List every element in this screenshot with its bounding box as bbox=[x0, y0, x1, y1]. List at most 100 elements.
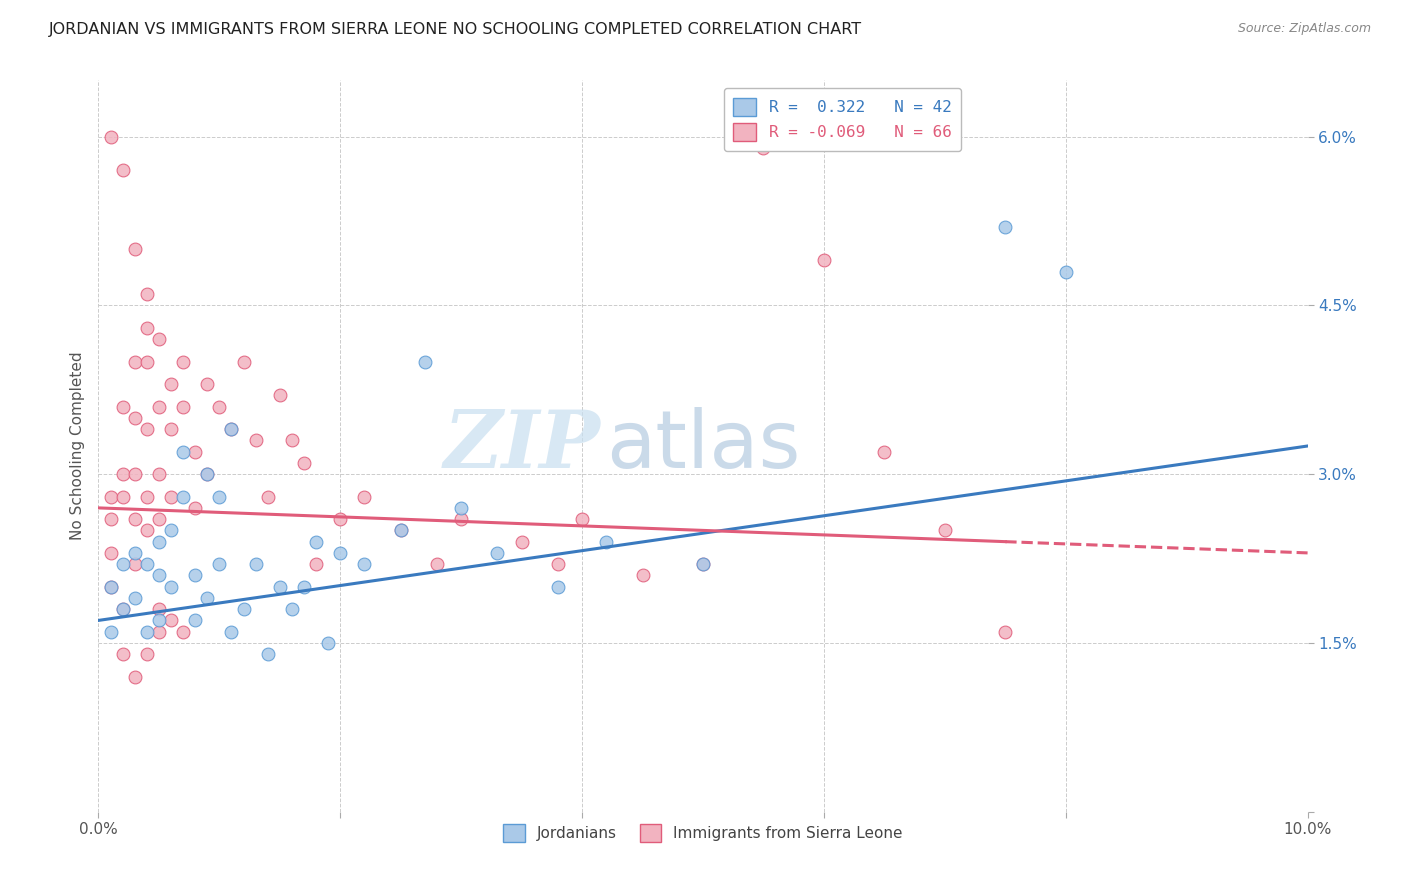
Point bbox=[547, 580, 569, 594]
Point bbox=[208, 400, 231, 414]
Point bbox=[111, 490, 134, 504]
Point bbox=[994, 219, 1017, 234]
Point bbox=[873, 444, 896, 458]
Point bbox=[111, 163, 134, 178]
Point bbox=[934, 524, 956, 538]
Point bbox=[232, 602, 254, 616]
Point bbox=[148, 467, 170, 482]
Point bbox=[160, 490, 183, 504]
Point bbox=[124, 557, 146, 571]
Point bbox=[184, 444, 207, 458]
Text: ZIP: ZIP bbox=[443, 408, 600, 484]
Point bbox=[135, 524, 157, 538]
Point bbox=[184, 568, 207, 582]
Point bbox=[111, 602, 134, 616]
Point bbox=[135, 354, 157, 368]
Point bbox=[100, 624, 122, 639]
Point bbox=[195, 591, 218, 605]
Point bbox=[135, 321, 157, 335]
Point bbox=[124, 242, 146, 256]
Point bbox=[389, 524, 412, 538]
Point bbox=[353, 557, 375, 571]
Point bbox=[148, 332, 170, 346]
Point bbox=[124, 591, 146, 605]
Point bbox=[160, 524, 183, 538]
Point bbox=[124, 410, 146, 425]
Point bbox=[160, 580, 183, 594]
Point bbox=[160, 377, 183, 392]
Point bbox=[221, 624, 243, 639]
Point bbox=[100, 580, 122, 594]
Point bbox=[100, 129, 122, 144]
Point bbox=[111, 400, 134, 414]
Point bbox=[256, 490, 278, 504]
Point bbox=[245, 434, 267, 448]
Point bbox=[195, 377, 218, 392]
Point bbox=[692, 557, 714, 571]
Point bbox=[305, 534, 328, 549]
Point bbox=[100, 580, 122, 594]
Point bbox=[292, 580, 315, 594]
Point bbox=[631, 568, 654, 582]
Point bbox=[172, 624, 194, 639]
Point bbox=[111, 467, 134, 482]
Point bbox=[172, 354, 194, 368]
Point bbox=[100, 490, 122, 504]
Point bbox=[124, 467, 146, 482]
Y-axis label: No Schooling Completed: No Schooling Completed bbox=[69, 351, 84, 541]
Point bbox=[281, 434, 304, 448]
Point bbox=[547, 557, 569, 571]
Point bbox=[994, 624, 1017, 639]
Point bbox=[353, 490, 375, 504]
Point bbox=[172, 444, 194, 458]
Point bbox=[256, 647, 278, 661]
Point bbox=[692, 557, 714, 571]
Point bbox=[329, 512, 352, 526]
Point bbox=[135, 647, 157, 661]
Point bbox=[148, 624, 170, 639]
Point bbox=[124, 354, 146, 368]
Point bbox=[208, 490, 231, 504]
Point bbox=[148, 568, 170, 582]
Point bbox=[135, 557, 157, 571]
Point bbox=[148, 400, 170, 414]
Point bbox=[292, 456, 315, 470]
Point bbox=[172, 400, 194, 414]
Legend: Jordanians, Immigrants from Sierra Leone: Jordanians, Immigrants from Sierra Leone bbox=[498, 818, 908, 848]
Text: Source: ZipAtlas.com: Source: ZipAtlas.com bbox=[1237, 22, 1371, 36]
Point bbox=[100, 512, 122, 526]
Point bbox=[413, 354, 436, 368]
Point bbox=[111, 602, 134, 616]
Point bbox=[450, 500, 472, 515]
Point bbox=[172, 490, 194, 504]
Point bbox=[813, 253, 835, 268]
Point bbox=[1054, 264, 1077, 278]
Point bbox=[184, 614, 207, 628]
Point bbox=[148, 602, 170, 616]
Point bbox=[160, 422, 183, 436]
Point bbox=[232, 354, 254, 368]
Point bbox=[269, 580, 291, 594]
Text: atlas: atlas bbox=[606, 407, 800, 485]
Point bbox=[595, 534, 617, 549]
Point bbox=[195, 467, 218, 482]
Point bbox=[124, 670, 146, 684]
Point bbox=[148, 534, 170, 549]
Point bbox=[111, 557, 134, 571]
Point bbox=[111, 647, 134, 661]
Point bbox=[135, 490, 157, 504]
Point bbox=[450, 512, 472, 526]
Point bbox=[752, 141, 775, 155]
Point bbox=[135, 287, 157, 301]
Point bbox=[269, 388, 291, 402]
Point bbox=[135, 624, 157, 639]
Point bbox=[426, 557, 449, 571]
Point bbox=[100, 546, 122, 560]
Point bbox=[486, 546, 509, 560]
Point bbox=[160, 614, 183, 628]
Point bbox=[148, 614, 170, 628]
Point bbox=[316, 636, 339, 650]
Text: JORDANIAN VS IMMIGRANTS FROM SIERRA LEONE NO SCHOOLING COMPLETED CORRELATION CHA: JORDANIAN VS IMMIGRANTS FROM SIERRA LEON… bbox=[49, 22, 862, 37]
Point bbox=[184, 500, 207, 515]
Point bbox=[245, 557, 267, 571]
